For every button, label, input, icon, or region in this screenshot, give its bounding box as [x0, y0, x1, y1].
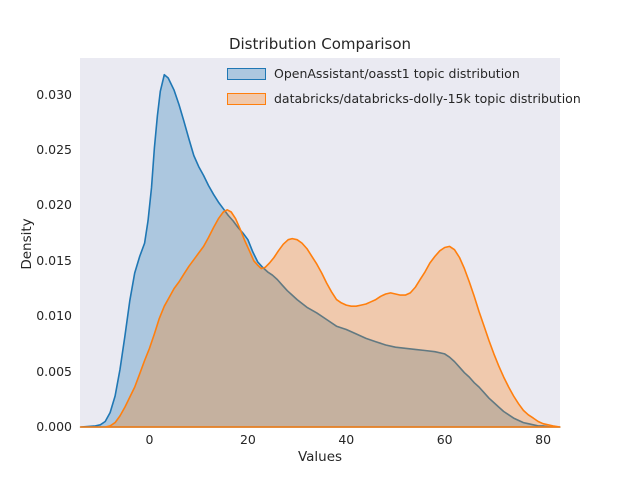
- kde-chart-canvas: [79, 73, 561, 428]
- legend-label: OpenAssistant/oasst1 topic distribution: [274, 66, 520, 81]
- legend-swatch-icon: [227, 92, 266, 105]
- y-tick-label: 0.025: [36, 142, 72, 157]
- y-tick-label: 0.000: [36, 419, 72, 434]
- x-axis-label: Values: [297, 449, 343, 465]
- x-tick-label: 40: [338, 432, 355, 447]
- x-tick-label: 20: [239, 432, 256, 447]
- kde-area-series-1: [79, 209, 561, 428]
- y-axis-label: Density: [19, 218, 35, 270]
- chart-title: Distribution Comparison: [228, 35, 412, 53]
- x-tick-label: 60: [436, 432, 453, 447]
- y-tick-label: 0.020: [36, 197, 72, 213]
- plot-area: OpenAssistant/oasst1 topic distribution d…: [79, 58, 581, 428]
- legend-row-1: databricks/databricks-dolly-15k topic di…: [227, 91, 581, 106]
- x-tick-label: 80: [535, 432, 552, 447]
- kde-area-series-0: [79, 73, 561, 428]
- y-tick-label: 0.010: [36, 308, 72, 324]
- y-tick-label: 0.015: [36, 252, 72, 268]
- legend-label: databricks/databricks-dolly-15k topic di…: [274, 91, 581, 106]
- legend: OpenAssistant/oasst1 topic distribution d…: [227, 66, 581, 106]
- y-tick-label: 0.005: [36, 363, 72, 379]
- x-tick-label: 0: [145, 432, 154, 447]
- y-tick-label: 0.030: [36, 86, 72, 102]
- legend-row-0: OpenAssistant/oasst1 topic distribution: [227, 66, 581, 81]
- legend-swatch-icon: [227, 67, 266, 80]
